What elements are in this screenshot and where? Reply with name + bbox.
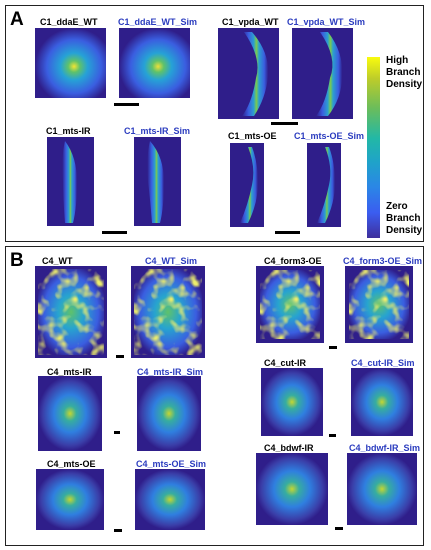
scale-bar bbox=[275, 231, 300, 234]
density-map-image bbox=[218, 28, 279, 119]
image-label: C4_form3-OE bbox=[264, 256, 322, 266]
image-label: C1_mts-OE bbox=[228, 131, 277, 141]
density-map-image bbox=[135, 469, 205, 530]
colorbar-high-line: Branch bbox=[386, 67, 421, 78]
image-label: C1_ddaE_WT_Sim bbox=[118, 17, 198, 27]
colorbar-high-label: High Branch Density bbox=[386, 55, 422, 91]
colorbar-zero-label: Zero Branch Density bbox=[386, 201, 422, 237]
density-map-image bbox=[134, 137, 181, 226]
image-label: C4_cut-IR bbox=[264, 358, 307, 368]
density-map-image bbox=[347, 453, 417, 525]
colorbar bbox=[367, 57, 380, 238]
scale-bar bbox=[114, 529, 122, 532]
panel-a bbox=[5, 5, 424, 242]
scale-bar bbox=[271, 122, 298, 125]
scale-bar bbox=[102, 231, 127, 234]
density-map-image bbox=[137, 376, 201, 451]
image-label: C1_mts-IR bbox=[46, 126, 91, 136]
image-label: C4_mts-IR bbox=[47, 367, 92, 377]
image-label: C4_bdwf-IR bbox=[264, 443, 314, 453]
density-map-image bbox=[256, 266, 324, 343]
density-map-image bbox=[261, 368, 323, 436]
density-map-image bbox=[292, 28, 353, 119]
colorbar-zero-line: Density bbox=[386, 225, 423, 236]
image-label: C4_mts-OE bbox=[47, 459, 96, 469]
image-label: C4_bdwf-IR_Sim bbox=[349, 443, 421, 453]
density-map-image bbox=[38, 376, 102, 451]
scale-bar bbox=[114, 103, 139, 106]
image-label: C1_mts-OE_Sim bbox=[294, 131, 365, 141]
density-map-image bbox=[230, 143, 264, 227]
image-label: C4_WT bbox=[42, 256, 73, 266]
density-map-image bbox=[256, 453, 328, 525]
scale-bar bbox=[335, 527, 343, 530]
panel-b-letter: B bbox=[10, 250, 24, 271]
scale-bar bbox=[114, 431, 120, 434]
density-map-image bbox=[35, 266, 107, 358]
image-label: C4_WT_Sim bbox=[145, 256, 198, 266]
image-label: C1_vpda_WT_Sim bbox=[287, 17, 366, 27]
panel-a-letter: A bbox=[10, 9, 24, 30]
colorbar-zero-line: Branch bbox=[386, 213, 421, 224]
image-label: C4_mts-OE_Sim bbox=[136, 459, 207, 469]
density-map-image bbox=[35, 28, 106, 98]
density-map-image bbox=[36, 469, 104, 530]
colorbar-high-line: Density bbox=[386, 79, 423, 90]
colorbar-high-line: High bbox=[386, 55, 409, 66]
image-label: C4_mts-IR_Sim bbox=[137, 367, 204, 377]
density-map-image bbox=[351, 368, 413, 436]
density-map-image bbox=[131, 266, 205, 358]
image-label: C1_ddaE_WT bbox=[40, 17, 98, 27]
scale-bar bbox=[116, 355, 124, 358]
density-map-image bbox=[47, 137, 94, 226]
panel-b bbox=[5, 246, 424, 546]
image-label: C4_cut-IR_Sim bbox=[351, 358, 415, 368]
image-label: C1_vpda_WT bbox=[222, 17, 279, 27]
density-map-image bbox=[345, 266, 413, 343]
scale-bar bbox=[329, 434, 336, 437]
image-label: C1_mts-IR_Sim bbox=[124, 126, 191, 136]
image-label: C4_form3-OE_Sim bbox=[343, 256, 423, 266]
scale-bar bbox=[329, 346, 337, 349]
density-map-image bbox=[119, 28, 190, 98]
density-map-image bbox=[307, 143, 341, 227]
colorbar-zero-line: Zero bbox=[386, 201, 408, 212]
